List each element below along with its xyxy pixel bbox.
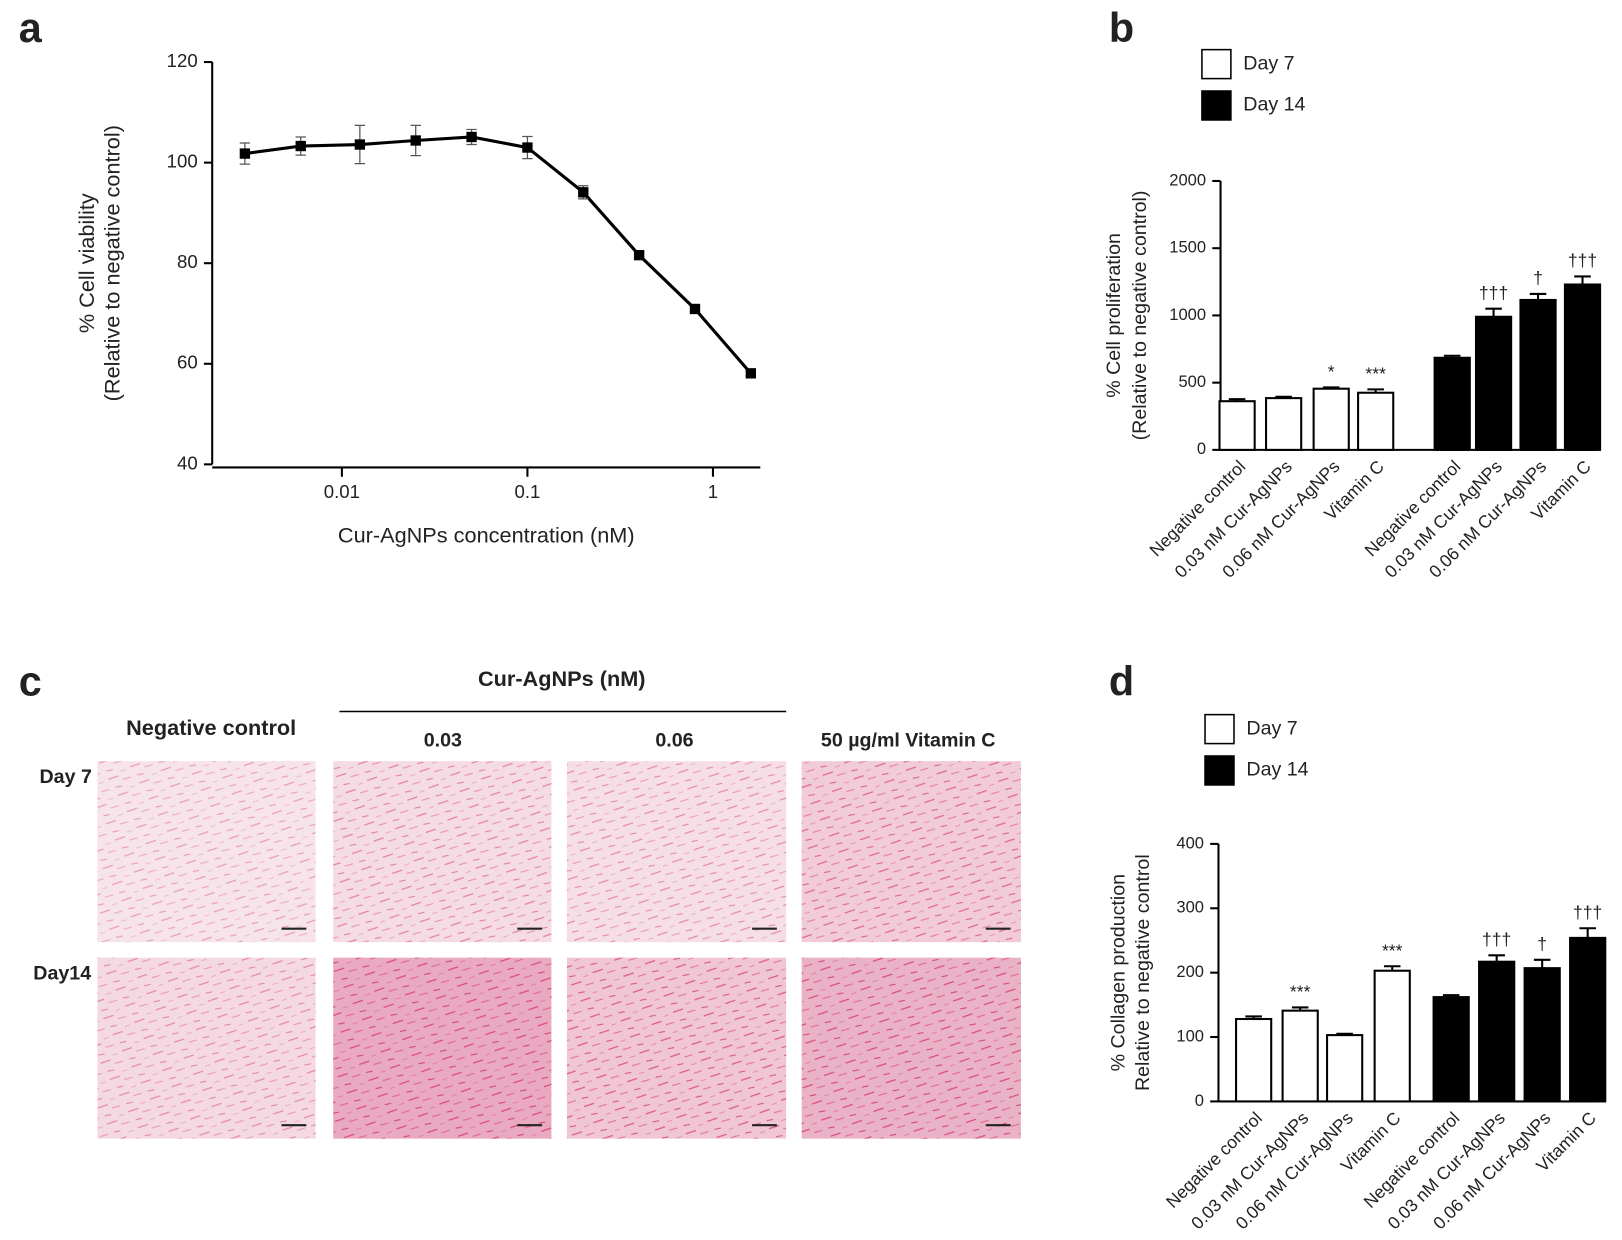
row-label: Day14 — [33, 962, 91, 984]
significance: ††† — [1568, 251, 1597, 271]
x-tick-label: 1 — [708, 481, 718, 502]
micrograph-texture — [566, 761, 787, 943]
column-label: 50 µg/ml Vitamin C — [821, 730, 996, 752]
line — [244, 135, 753, 375]
bar — [1326, 1034, 1364, 1103]
column-label: 0.06 — [655, 730, 693, 752]
bar — [1432, 996, 1470, 1103]
bar — [1519, 298, 1557, 451]
y-tick-label: 400 — [1176, 833, 1204, 852]
y-axis-label: Relative to negative control — [1132, 854, 1154, 1091]
y-axis-label: (Relative to negative control) — [100, 125, 125, 401]
marker — [522, 142, 533, 153]
y-tick-label: 200 — [1176, 962, 1204, 981]
significance: ††† — [1479, 283, 1508, 303]
y-tick-label: 40 — [177, 452, 198, 473]
significance: † — [1533, 268, 1543, 288]
y-tick-label: 0 — [1197, 439, 1206, 458]
y-tick-label: 120 — [167, 50, 198, 71]
error-bar — [1488, 954, 1505, 962]
panel-letter: a — [19, 5, 43, 51]
marker — [578, 187, 589, 198]
panel-letter: d — [1109, 659, 1134, 705]
bar — [1523, 967, 1561, 1103]
micrograph-texture — [801, 957, 1021, 1139]
micrograph-texture — [801, 761, 1021, 943]
legend-label: Day 14 — [1243, 94, 1305, 116]
x-axis-label: Cur-AgNPs concentration (nM) — [338, 522, 635, 547]
legend-swatch — [1201, 48, 1232, 80]
legend-label: Day 14 — [1246, 759, 1308, 781]
y-axis-label: % Cell viability — [74, 193, 99, 333]
y-tick-label: 100 — [167, 151, 198, 172]
legend-swatch — [1204, 713, 1235, 745]
significance: ††† — [1573, 902, 1602, 922]
column-label: 0.03 — [424, 730, 462, 752]
significance: *** — [1382, 940, 1403, 960]
legend-label: Day 7 — [1246, 717, 1297, 739]
legend-swatch — [1204, 755, 1235, 786]
bar — [1357, 391, 1395, 451]
legend-swatch — [1201, 90, 1232, 121]
marker — [295, 140, 306, 152]
bar — [1474, 315, 1513, 451]
y-axis-label: (Relative to negative control) — [1129, 191, 1151, 441]
y-axis-label: % Collagen production — [1107, 874, 1129, 1071]
significance: * — [1328, 362, 1335, 382]
bar — [1373, 969, 1411, 1103]
bar — [1218, 400, 1256, 451]
marker — [354, 139, 366, 150]
marker — [239, 148, 251, 159]
micrograph-texture — [566, 957, 787, 1139]
x-tick-label: 0.1 — [514, 481, 540, 502]
x-tick-label: 0.01 — [324, 481, 360, 502]
panel-c: c Cur-AgNPs (nM) Negative control 0.03 0… — [19, 659, 1021, 1139]
micrograph-texture — [333, 761, 552, 943]
bar — [1563, 283, 1602, 451]
bar — [1235, 1017, 1273, 1103]
significance: † — [1537, 934, 1547, 954]
significance: *** — [1365, 364, 1386, 384]
bar — [1433, 356, 1471, 451]
micrographs — [97, 761, 1021, 1139]
micrograph-texture — [97, 957, 316, 1139]
y-tick-label: 500 — [1178, 372, 1206, 391]
panel-letter: c — [19, 659, 42, 705]
group-header: Cur-AgNPs (nM) — [478, 666, 646, 691]
legend-label: Day 7 — [1243, 52, 1294, 74]
y-tick-label: 80 — [177, 251, 198, 272]
y-tick-label: 300 — [1176, 898, 1204, 917]
panel-letter: b — [1109, 5, 1134, 51]
marker — [633, 249, 645, 261]
bar — [1569, 936, 1607, 1103]
error-bar — [1579, 927, 1596, 938]
column-label: Negative control — [126, 715, 296, 740]
error-bar — [1533, 958, 1551, 969]
y-tick-label: 100 — [1176, 1026, 1204, 1045]
y-tick-label: 1500 — [1169, 238, 1206, 257]
bar — [1478, 960, 1516, 1103]
bar — [1312, 387, 1350, 451]
y-tick-label: 60 — [177, 352, 198, 373]
y-tick-label: 0 — [1195, 1091, 1204, 1110]
y-tick-label: 1000 — [1169, 305, 1206, 324]
marker — [466, 131, 477, 143]
error-bar — [1485, 307, 1502, 317]
micrograph-texture — [333, 957, 552, 1139]
micrograph-texture — [97, 761, 316, 943]
y-axis-label: % Cell proliferation — [1103, 233, 1125, 398]
row-label: Day 7 — [39, 766, 91, 788]
error-bar — [1574, 275, 1591, 285]
marker — [745, 368, 757, 379]
marker — [410, 135, 421, 146]
marker — [689, 303, 701, 315]
bar — [1265, 397, 1303, 451]
bar — [1281, 1009, 1319, 1103]
significance: *** — [1290, 982, 1311, 1002]
y-tick-label: 2000 — [1169, 170, 1206, 189]
significance: ††† — [1482, 929, 1511, 949]
